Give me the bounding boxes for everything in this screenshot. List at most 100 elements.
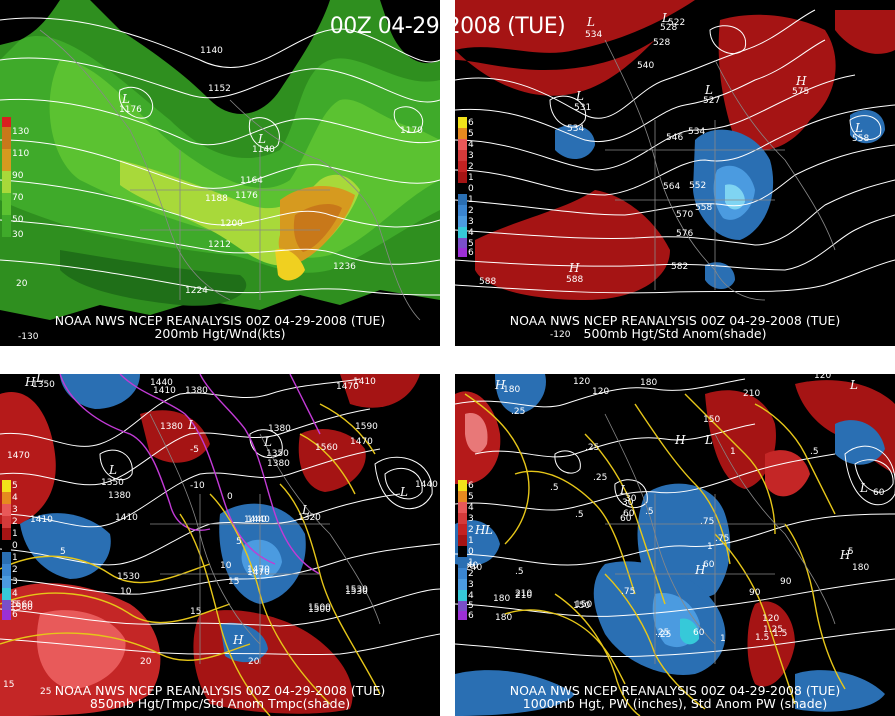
high-pressure-symbol: H — [795, 74, 807, 88]
edge-label: -130 — [18, 332, 39, 342]
legend-swatch — [458, 216, 467, 227]
panel-850mb-height-temp-anomaly: 1440 1410 1380 1470 1350 1380 1410 1440 … — [0, 374, 440, 716]
panel-1000mb-height-pw: 120 180 180 210 150 120 60 60 30 60 180 … — [455, 374, 895, 716]
low-pressure-symbol: L — [399, 485, 408, 499]
legend-swatch — [2, 610, 11, 620]
legend-swatch — [458, 117, 467, 128]
contour-label: 240 — [461, 561, 478, 571]
pw-label: .75 — [700, 517, 714, 527]
map-200mb: 1140 1152 1164 1176 1188 1200 1212 1224 … — [0, 0, 440, 346]
legend-swatch — [458, 535, 467, 546]
pw-label: 1 — [720, 634, 726, 644]
pw-anomaly-negative-1 — [495, 374, 546, 414]
contour-label: 150 — [573, 601, 590, 611]
legend-swatch — [2, 552, 11, 564]
legend-swatch — [458, 150, 467, 161]
legend-swatch — [458, 139, 467, 150]
legend-label: 2 — [12, 517, 18, 527]
contour-label: 90 — [749, 588, 761, 598]
pw-label: 1.5 — [755, 633, 769, 643]
legend-label: 4 — [12, 589, 18, 599]
contour-labels-1000mb: 120 180 180 210 150 120 60 60 30 60 180 … — [461, 374, 885, 644]
legend-label: 4 — [468, 503, 474, 513]
legend-swatch — [458, 194, 467, 205]
low-pressure-symbol: L — [257, 132, 266, 146]
legend-label: 5 — [12, 600, 18, 610]
contour-label: 30 — [625, 494, 637, 504]
contour-label: 1200 — [220, 219, 243, 229]
panel-caption-line2: 1000mb Hgt, PW (inches), Std Anom PW (sh… — [522, 696, 828, 711]
contour-label: 1470 — [247, 568, 270, 578]
contour-label: 1470 — [350, 437, 373, 447]
temp-label: 5 — [236, 537, 242, 547]
pw-anomaly-negative-6 — [680, 618, 700, 645]
contour-label: 60 — [703, 560, 715, 570]
contour-label: 528 — [653, 38, 670, 48]
legend-label: 1 — [468, 173, 474, 183]
legend-label: 6 — [12, 610, 18, 620]
contour-label: 120 — [814, 374, 831, 381]
anomaly-positive-2 — [455, 40, 655, 96]
legend-swatch — [2, 149, 11, 171]
wind-shade-yellow — [275, 248, 305, 281]
legend-swatch — [2, 117, 11, 127]
contour-label: 1590 — [355, 422, 378, 432]
calm-area-2 — [90, 0, 330, 114]
pw-anomaly-positive-4 — [765, 450, 810, 497]
legend-swatch — [458, 205, 467, 216]
anomaly-negative-1 — [555, 125, 595, 160]
low-pressure-symbol: L — [704, 83, 713, 97]
legend-label: 5 — [468, 239, 474, 249]
legend-label: 1 — [12, 553, 18, 563]
contour-label: 534 — [567, 124, 584, 134]
contour-label: 1410 — [30, 515, 53, 525]
contour-label: 528 — [660, 23, 677, 33]
contour-label: 30 — [622, 498, 634, 508]
contour-label: 90 — [780, 577, 792, 587]
panel-caption-line2: 500mb Hgt/Std Anom(shade) — [583, 326, 767, 341]
legend-label: 2 — [468, 569, 474, 579]
contour-label: 1140 — [252, 145, 275, 155]
legend-swatch — [2, 492, 11, 504]
legend-swatch — [458, 238, 467, 248]
legend-label: 50 — [12, 215, 24, 225]
contour-label: 1560 — [315, 443, 338, 453]
high-pressure-symbol: H — [494, 378, 506, 392]
legend-swatch — [458, 611, 467, 620]
legend-label: 5 — [12, 481, 18, 491]
high-pressure-symbol: H — [24, 375, 36, 389]
contour-label: 1470 — [336, 382, 359, 392]
contour-label: 1224 — [185, 286, 208, 296]
contour-label: 1560 — [10, 600, 33, 610]
contour-label: 180 — [495, 613, 512, 623]
anomaly-negative-6 — [705, 262, 735, 289]
contour-label: 1500 — [308, 605, 331, 615]
contour-label: 60 — [693, 628, 705, 638]
contour-label: 576 — [676, 229, 693, 239]
pw-label: .5 — [845, 547, 854, 557]
temp-label: 15 — [190, 607, 201, 617]
legend-swatch — [458, 161, 467, 172]
pw-anomaly-positive-3 — [705, 390, 776, 489]
legend-swatch — [2, 127, 11, 149]
high-pressure-symbol: H — [474, 523, 486, 537]
temp-label: 10 — [220, 561, 232, 571]
legend-swatch — [2, 193, 11, 215]
pw-label: .5 — [515, 567, 524, 577]
contour-label: 1560 — [10, 603, 33, 613]
low-pressure-symbol: L — [619, 483, 628, 497]
contour-label: 60 — [873, 488, 885, 498]
pw-label: .25 — [593, 473, 607, 483]
pw-anomaly-negative-9 — [835, 420, 885, 465]
pw-label: .5 — [575, 510, 584, 520]
contour-label: 1350 — [101, 478, 124, 488]
low-pressure-symbol: L — [35, 374, 44, 385]
panel-200mb-height-wind: 1140 1152 1164 1176 1188 1200 1212 1224 … — [0, 0, 440, 346]
contour-label: 60 — [623, 509, 635, 519]
temp-label: -10 — [190, 481, 205, 491]
contour-label: 570 — [676, 210, 693, 220]
contour-label: 540 — [637, 61, 654, 71]
legend-label: 5 — [468, 129, 474, 139]
legend-swatch — [458, 227, 467, 238]
temp-label: 0 — [227, 492, 233, 502]
